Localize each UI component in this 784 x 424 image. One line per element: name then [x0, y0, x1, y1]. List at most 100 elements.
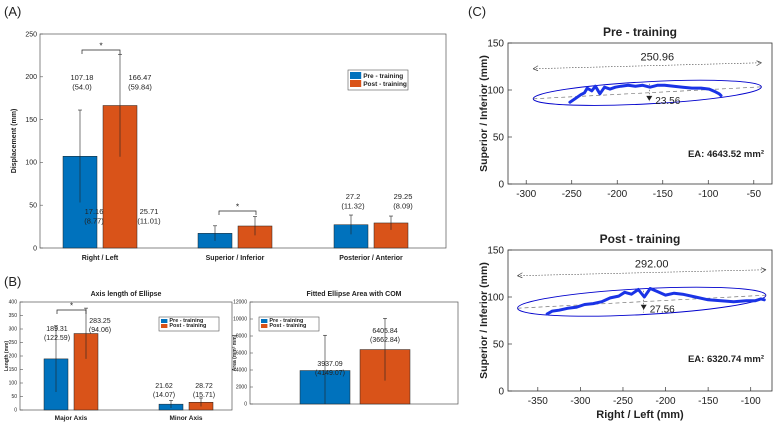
y-tick-label: 4000	[236, 368, 247, 374]
major-axis-line	[533, 86, 762, 100]
width-dimension-line	[517, 269, 767, 277]
significance-bracket	[56, 309, 87, 314]
data-label-post: 283.25	[89, 318, 111, 325]
chart-b-ellipse-area: Fitted Ellipse Area with COM 0 2000 4000 600…	[232, 291, 459, 408]
x-tick-label: -100	[698, 189, 718, 200]
height-arrow	[640, 304, 647, 310]
significance-bracket	[81, 49, 121, 54]
legend-label: Pre - training	[363, 73, 403, 80]
data-label-post-sd: (11.01)	[137, 217, 161, 226]
significance-star: *	[70, 302, 73, 311]
data-label-pre: 17.16	[85, 207, 104, 216]
y-tick-label: 0	[33, 245, 37, 252]
y-tick-label: 100	[9, 381, 18, 387]
x-axis-label: Right / Left (mm)	[596, 409, 684, 421]
legend-box	[347, 69, 409, 91]
com-trajectory	[568, 83, 723, 104]
y-tick-label: 0	[498, 387, 504, 398]
y-tick-label: 350	[9, 313, 18, 319]
y-tick-label: 150	[487, 246, 504, 257]
x-tick-label: -350	[528, 396, 548, 407]
legend-box	[258, 316, 320, 332]
data-label-post: 166.47	[129, 73, 152, 82]
data-label-post-sd: (59.84)	[128, 83, 152, 92]
y-axis-label: Superior / Inferior (mm)	[478, 262, 490, 379]
width-arrow-left	[532, 65, 539, 72]
plot-area	[507, 249, 773, 392]
data-label-pre: 21.62	[155, 383, 173, 390]
y-tick-label: 200	[9, 354, 18, 360]
significance-star: *	[236, 202, 240, 212]
legend-label: Post - training	[363, 81, 407, 88]
y-tick-label: 100	[487, 86, 504, 97]
x-tick-label: -200	[656, 396, 676, 407]
data-label-post: 28.72	[195, 383, 213, 390]
panel-label-a: (A)	[4, 4, 21, 19]
width-dimension-line	[533, 62, 762, 70]
x-tick-label: -200	[607, 189, 627, 200]
y-tick-label: 50	[29, 203, 37, 210]
legend-label: Post - training	[269, 323, 306, 329]
data-label-pre: 107.18	[71, 73, 94, 82]
chart-a-displacement: 0 50 100 150 200 250 Displacement (mm) Right / …	[11, 31, 447, 262]
legend-label: Pre - training	[169, 318, 203, 324]
data-label-post: 29.25	[394, 192, 413, 201]
chart-title: Axis length of Ellipse	[91, 291, 162, 298]
significance-star: *	[99, 41, 103, 51]
y-tick-label: 150	[25, 117, 37, 124]
chart-title: Post - training	[600, 232, 681, 246]
ellipse-height-label: 27.56	[650, 305, 675, 316]
ellipse-area-label: EA: 6320.74 mm²	[688, 354, 764, 365]
legend-label: Post - training	[169, 323, 206, 329]
y-tick-label: 50	[493, 340, 505, 351]
x-tick-label: -250	[613, 396, 633, 407]
y-tick-label: 2000	[236, 385, 247, 391]
data-label-post-sd: (8.09)	[393, 202, 413, 211]
y-axis-label: Area (mm² mm)	[232, 334, 238, 371]
chart-c-post-training: Post - training -350 -300 -250 -200 -150 -100 0…	[478, 232, 773, 421]
data-label-post-sd: (15.71)	[193, 392, 215, 399]
y-tick-label: 8000	[236, 334, 247, 340]
panel-label-c: (C)	[468, 4, 486, 19]
data-label-pre-sd: (122.59)	[44, 335, 70, 342]
y-tick-label: 300	[9, 327, 18, 333]
ellipse-height-label: 23.56	[655, 96, 680, 107]
y-tick-label: 50	[11, 394, 17, 400]
legend-swatch	[261, 324, 268, 328]
data-label-pre-sd: (8.77)	[84, 217, 104, 226]
data-label-post: 6405.84	[372, 328, 397, 335]
y-tick-label: 250	[25, 31, 37, 38]
ellipse-area-label: EA: 4643.52 mm²	[688, 149, 764, 160]
panel-label-b: (B)	[4, 274, 21, 289]
y-tick-label: 100	[25, 160, 37, 167]
ellipse-width-label: 292.00	[635, 259, 669, 271]
x-tick-label: -150	[698, 396, 718, 407]
legend-swatch	[161, 324, 168, 328]
y-tick-label: 0	[498, 180, 504, 191]
ellipse-width-label: 250.96	[640, 52, 674, 64]
x-tick-label: -300	[570, 396, 590, 407]
y-tick-label: 200	[25, 74, 37, 81]
legend-box	[158, 316, 220, 332]
x-tick-label: -50	[747, 189, 762, 200]
data-label-pre: 3937.09	[317, 361, 342, 368]
height-arrow	[646, 95, 653, 101]
data-label-pre-sd: (11.32)	[341, 202, 365, 211]
x-tick-label: -150	[653, 189, 673, 200]
width-arrow-right	[760, 267, 767, 274]
x-category-label: Superior / Inferior	[206, 255, 265, 262]
chart-title: Pre - training	[603, 25, 677, 39]
y-axis-label: Displacement (mm)	[11, 109, 18, 174]
significance-bracket	[218, 210, 257, 215]
y-tick-label: 0	[14, 408, 17, 414]
x-tick-label: -300	[516, 189, 536, 200]
legend-swatch	[161, 319, 168, 323]
width-arrow-right	[756, 60, 762, 67]
chart-c-pre-training: Pre - training -300 -250 -200 -150 -100 -50 0 50…	[478, 25, 773, 200]
x-category-label: Posterior / Anterior	[339, 255, 403, 262]
plot-area	[507, 42, 773, 185]
chart-b-axis-length: Axis length of Ellipse 0 50 100 150 200 250 300…	[4, 291, 233, 422]
y-tick-label: 6000	[236, 351, 247, 357]
com-trajectory	[545, 287, 766, 316]
